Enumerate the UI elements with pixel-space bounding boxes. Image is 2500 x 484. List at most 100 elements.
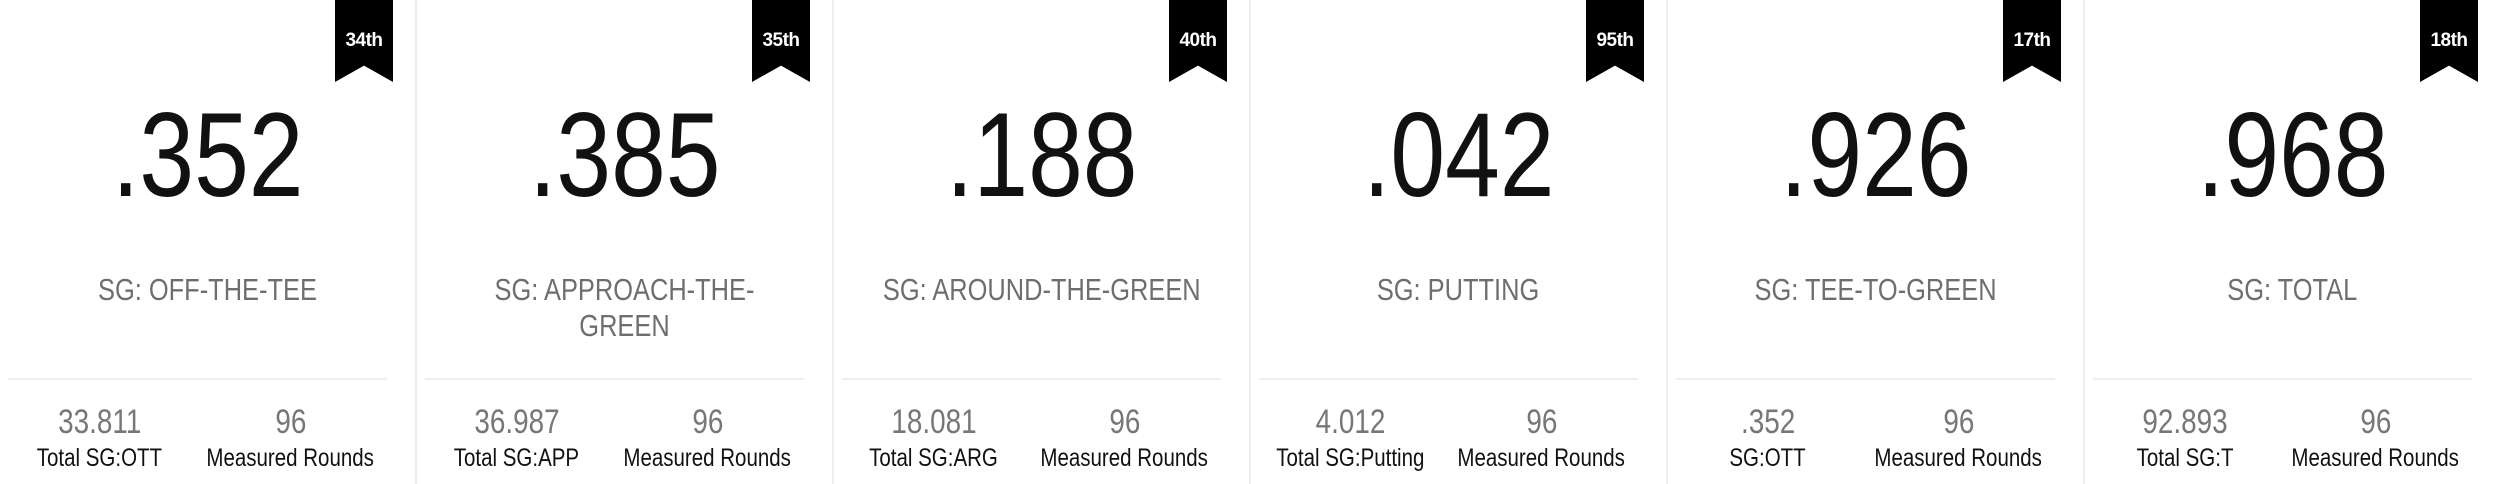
rank-ribbon: 95th <box>1586 0 1644 82</box>
sub-stat-label-text: Total SG:APP <box>453 444 580 472</box>
stat-value-text: .385 <box>528 88 721 222</box>
divider <box>2093 378 2472 380</box>
sub-stat-value-text: 96 <box>2359 403 2392 441</box>
sub-stat-value-text: 92.893 <box>2141 403 2228 441</box>
sub-stat-value: 92.893 <box>2081 402 2289 442</box>
sub-stat-value-text: .352 <box>1740 403 1795 441</box>
stat-label: SG: OFF-THE-TEE <box>0 272 415 308</box>
sub-stat-value: 96 <box>604 402 812 442</box>
sub-stat-label-text: Measured Rounds <box>1874 444 2043 472</box>
divider <box>1676 378 2055 380</box>
sub-stat-value-text: 96 <box>1108 403 1141 441</box>
sub-stat-value: 96 <box>1855 402 2063 442</box>
sub-stat: 36.987 Total SG:APP <box>413 402 621 474</box>
stat-label-text: SG: AROUND-THE-GREEN <box>882 272 1201 307</box>
sub-stat: 96 Measured Rounds <box>604 402 812 474</box>
sub-stat-value-text: 18.081 <box>890 403 977 441</box>
sub-stat-label: Measured Rounds <box>604 442 812 474</box>
sub-stat-value-text: 96 <box>1942 403 1975 441</box>
sub-stat: 96 Measured Rounds <box>1021 402 1229 474</box>
sub-stat-value-text: 96 <box>274 403 307 441</box>
rank-ribbon: 18th <box>2420 0 2478 82</box>
sub-stat-label-text: Total SG:Putting <box>1276 444 1425 472</box>
rank-ribbon-text: 34th <box>345 30 383 51</box>
rank-ribbon-text: 18th <box>2430 30 2468 51</box>
sub-stat-value-text: 4.012 <box>1315 403 1386 441</box>
sub-stat: 33.811 Total SG:OTT <box>0 402 203 474</box>
sub-stat-label: SG:OTT <box>1664 442 1872 474</box>
sub-stat-value: 4.012 <box>1247 402 1455 442</box>
stat-value-text: .042 <box>1362 88 1555 222</box>
sub-stat-value-text: 96 <box>691 403 724 441</box>
sub-stat-label-text: Measured Rounds <box>206 444 375 472</box>
divider <box>1259 378 1638 380</box>
sub-stat-value: 96 <box>2272 402 2480 442</box>
sub-stat: 96 Measured Rounds <box>2272 402 2480 474</box>
stat-value-text: .188 <box>945 88 1138 222</box>
rank-ribbon-text: 95th <box>1596 30 1634 51</box>
stat-value: .926 <box>1668 95 2083 215</box>
stat-label-text: SG: TEE-TO-GREEN <box>1754 272 1997 307</box>
stat-card: 35th .385 SG: APPROACH-THE-GREEN 36.987 Tota… <box>417 0 834 484</box>
stat-value: .188 <box>834 95 1249 215</box>
rank-ribbon-text: 40th <box>1179 30 1217 51</box>
stat-value-text: .926 <box>1779 88 1972 222</box>
rank-ribbon-text: 17th <box>2013 30 2051 51</box>
stat-value-text: .352 <box>111 88 304 222</box>
divider <box>8 378 387 380</box>
rank-ribbon-text: 35th <box>762 30 800 51</box>
sub-stat-label-text: Measured Rounds <box>2291 444 2460 472</box>
sub-stat-label: Measured Rounds <box>2272 442 2480 474</box>
sub-stat: 96 Measured Rounds <box>1438 402 1646 474</box>
sub-stat: 92.893 Total SG:T <box>2081 402 2289 474</box>
stat-label: SG: PUTTING <box>1251 272 1666 308</box>
sub-stat-label: Total SG:APP <box>413 442 621 474</box>
stat-card: 40th .188 SG: AROUND-THE-GREEN 18.081 Total … <box>834 0 1251 484</box>
sub-stat-label-text: Measured Rounds <box>1040 444 1209 472</box>
stat-value-text: .968 <box>2196 88 2389 222</box>
stat-label: SG: APPROACH-THE-GREEN <box>417 272 832 344</box>
sub-stat: 96 Measured Rounds <box>1855 402 2063 474</box>
stat-value: .968 <box>2085 95 2500 215</box>
sub-stat: .352 SG:OTT <box>1664 402 1872 474</box>
stat-card: 18th .968 SG: TOTAL 92.893 Total SG:T 96 Measu… <box>2085 0 2500 484</box>
rank-ribbon: 17th <box>2003 0 2061 82</box>
sub-stat: 4.012 Total SG:Putting <box>1247 402 1455 474</box>
stat-label: SG: AROUND-THE-GREEN <box>834 272 1249 308</box>
sub-stat-label-text: SG:OTT <box>1729 444 1806 472</box>
sub-stat-label: Total SG:OTT <box>0 442 203 474</box>
sub-stat-value: 96 <box>187 402 395 442</box>
stat-label: SG: TOTAL <box>2085 272 2500 308</box>
sub-stat-value: .352 <box>1664 402 1872 442</box>
sub-stat-label: Measured Rounds <box>1438 442 1646 474</box>
stat-label: SG: TEE-TO-GREEN <box>1668 272 2083 308</box>
stat-label-text: SG: PUTTING <box>1377 272 1540 307</box>
stat-value: .042 <box>1251 95 1666 215</box>
sub-stat: 96 Measured Rounds <box>187 402 395 474</box>
sub-stat-label-text: Total SG:ARG <box>869 444 998 472</box>
divider <box>842 378 1221 380</box>
sub-stat-value: 33.811 <box>0 402 203 442</box>
sub-stat-value: 96 <box>1438 402 1646 442</box>
sub-stat-label-text: Total SG:T <box>2136 444 2234 472</box>
stat-label-text: SG: TOTAL <box>2227 272 2358 307</box>
sub-stat-label: Measured Rounds <box>1855 442 2063 474</box>
sub-stat-label: Measured Rounds <box>187 442 395 474</box>
stat-label-text: SG: OFF-THE-TEE <box>98 272 317 307</box>
rank-ribbon: 35th <box>752 0 810 82</box>
stat-value: .385 <box>417 95 832 215</box>
sub-stat-label: Measured Rounds <box>1021 442 1229 474</box>
sub-stat-value: 18.081 <box>830 402 1038 442</box>
sub-stat-value-text: 96 <box>1525 403 1558 441</box>
sub-stat-value: 36.987 <box>413 402 621 442</box>
sub-stat-value-text: 33.811 <box>58 403 142 441</box>
stat-card: 34th .352 SG: OFF-THE-TEE 33.811 Total SG:OT… <box>0 0 417 484</box>
sub-stat-label: Total SG:T <box>2081 442 2289 474</box>
sub-stat: 18.081 Total SG:ARG <box>830 402 1038 474</box>
rank-ribbon: 40th <box>1169 0 1227 82</box>
sub-stat-label: Total SG:ARG <box>830 442 1038 474</box>
sub-stat-label: Total SG:Putting <box>1247 442 1455 474</box>
stat-value: .352 <box>0 95 415 215</box>
sub-stat-label-text: Total SG:OTT <box>36 444 163 472</box>
